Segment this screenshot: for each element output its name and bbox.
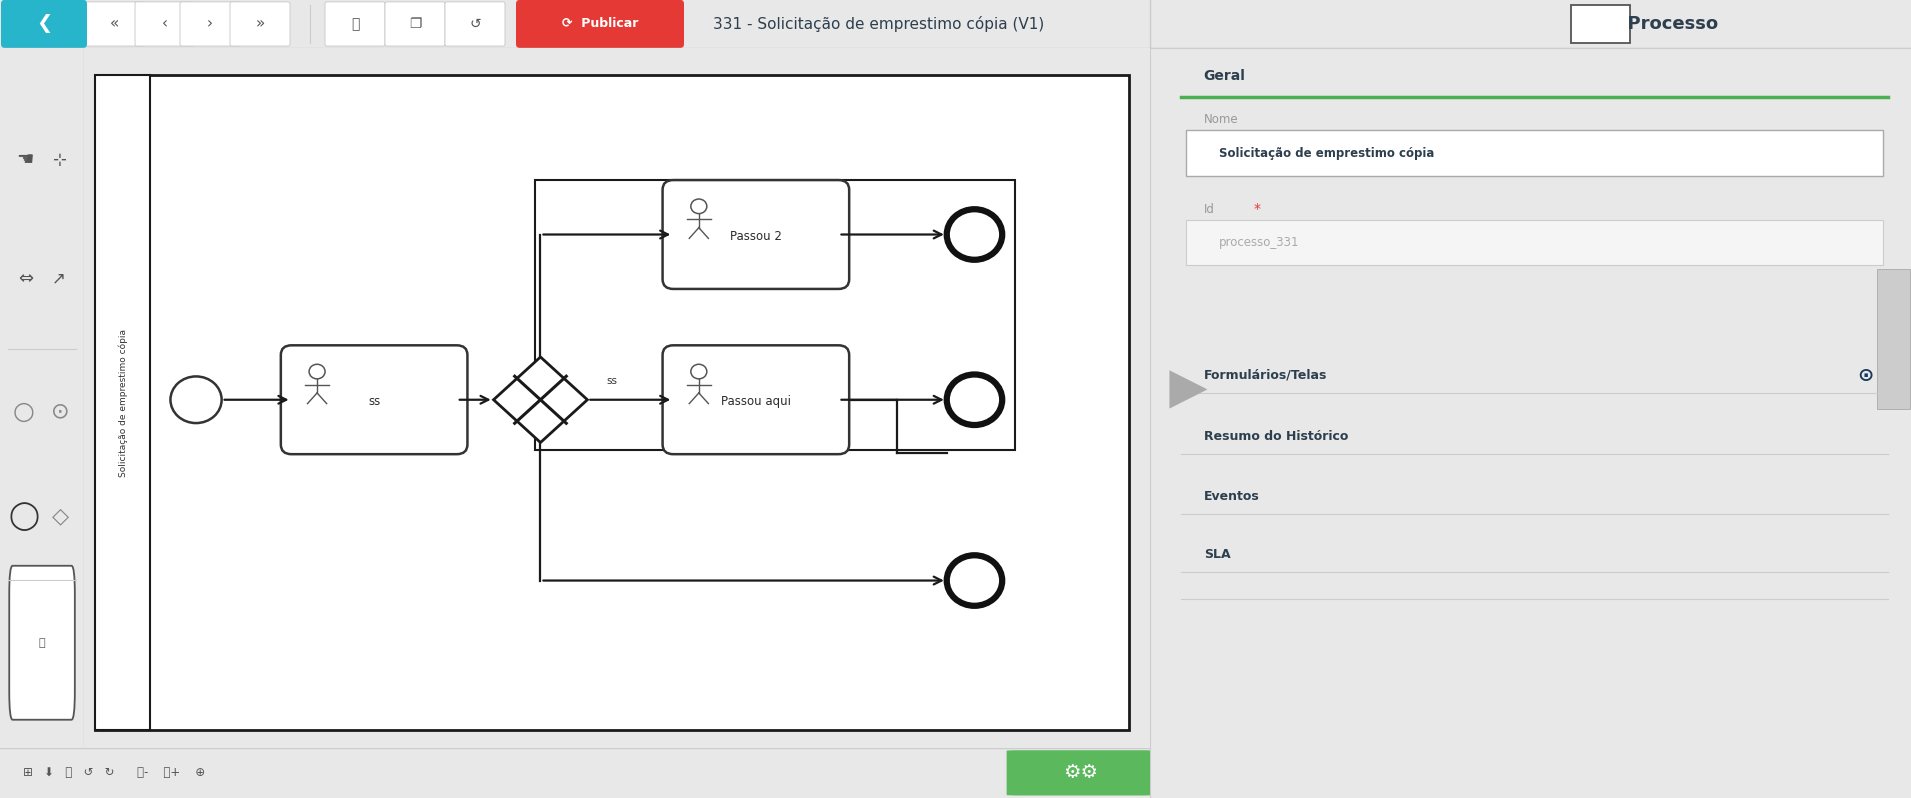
Text: ⊙: ⊙: [52, 402, 71, 422]
FancyBboxPatch shape: [1187, 220, 1882, 265]
Text: *: *: [1254, 202, 1259, 216]
FancyBboxPatch shape: [384, 2, 445, 46]
FancyBboxPatch shape: [1187, 130, 1882, 176]
FancyBboxPatch shape: [96, 75, 1129, 730]
FancyBboxPatch shape: [516, 0, 684, 48]
Circle shape: [170, 377, 222, 423]
Text: Eventos: Eventos: [1204, 490, 1259, 503]
FancyBboxPatch shape: [84, 2, 145, 46]
FancyBboxPatch shape: [136, 2, 195, 46]
Text: Solicitação de emprestimo cópia: Solicitação de emprestimo cópia: [1219, 147, 1435, 160]
Text: SLA: SLA: [1204, 548, 1231, 561]
Text: ↗: ↗: [52, 270, 65, 288]
Text: ›: ›: [206, 17, 212, 31]
FancyBboxPatch shape: [10, 566, 75, 720]
Text: Formulários/Telas: Formulários/Telas: [1204, 369, 1326, 381]
Text: «: «: [111, 17, 120, 31]
Text: Solicitação de emprestimo cópia: Solicitação de emprestimo cópia: [118, 329, 128, 476]
Text: 🖂: 🖂: [38, 638, 46, 648]
Text: ◇: ◇: [52, 507, 69, 527]
Text: Processo: Processo: [1615, 15, 1718, 33]
Text: Geral: Geral: [1204, 69, 1246, 83]
Text: Passou aqui: Passou aqui: [720, 395, 791, 409]
Text: Nome: Nome: [1204, 113, 1238, 126]
FancyBboxPatch shape: [663, 346, 848, 454]
Text: Passou 2: Passou 2: [730, 230, 782, 243]
Text: ss: ss: [606, 376, 617, 386]
Text: ↺: ↺: [470, 17, 482, 31]
Text: 331 - Solicitação de emprestimo cópia (V1): 331 - Solicitação de emprestimo cópia (V…: [713, 16, 1045, 32]
FancyBboxPatch shape: [281, 346, 468, 454]
Text: processo_331: processo_331: [1219, 236, 1299, 249]
Text: ss: ss: [369, 395, 380, 409]
FancyBboxPatch shape: [96, 75, 151, 730]
FancyBboxPatch shape: [229, 2, 290, 46]
Text: Resumo do Histórico: Resumo do Histórico: [1204, 430, 1347, 443]
Text: ⟳  Publicar: ⟳ Publicar: [562, 18, 638, 30]
Text: ⇔: ⇔: [17, 270, 32, 288]
Circle shape: [946, 555, 1001, 606]
Text: ❮: ❮: [36, 14, 52, 34]
FancyBboxPatch shape: [180, 2, 241, 46]
FancyBboxPatch shape: [2, 0, 88, 48]
Text: »: »: [256, 17, 264, 31]
Text: ‹: ‹: [162, 17, 168, 31]
Polygon shape: [1170, 370, 1208, 409]
Circle shape: [946, 209, 1001, 260]
Text: ⊙: ⊙: [1857, 365, 1873, 385]
Text: 🗑: 🗑: [352, 17, 359, 31]
Text: ☚: ☚: [17, 150, 34, 169]
Polygon shape: [493, 357, 587, 443]
Text: ❐: ❐: [409, 17, 420, 31]
Circle shape: [946, 374, 1001, 425]
Text: ⊹: ⊹: [52, 151, 65, 169]
FancyBboxPatch shape: [445, 2, 505, 46]
Text: ◯: ◯: [8, 503, 38, 531]
Text: Id: Id: [1204, 203, 1215, 215]
Text: ⚙⚙: ⚙⚙: [1063, 764, 1097, 782]
FancyBboxPatch shape: [1571, 5, 1630, 43]
FancyBboxPatch shape: [1007, 750, 1152, 796]
Text: ⊞   ⬇   🖼   ↺   ↻      🔍-    🔍+    ⊕: ⊞ ⬇ 🖼 ↺ ↻ 🔍- 🔍+ ⊕: [23, 766, 204, 780]
FancyBboxPatch shape: [1877, 269, 1911, 409]
FancyBboxPatch shape: [663, 180, 848, 289]
FancyBboxPatch shape: [325, 2, 384, 46]
Text: ○: ○: [13, 400, 34, 424]
